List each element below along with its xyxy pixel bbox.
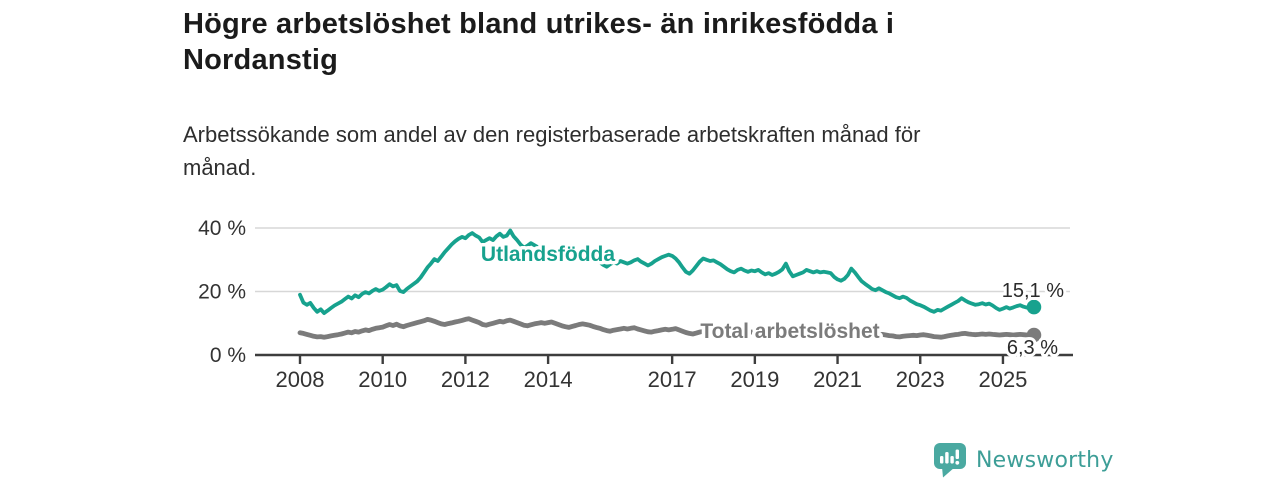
series-end-value-label: 6,3 % xyxy=(1007,337,1058,359)
x-axis-tick-label: 2017 xyxy=(648,367,697,392)
x-axis-tick-label: 2021 xyxy=(813,367,862,392)
series-end-dot xyxy=(1026,327,1042,343)
newsworthy-logo-icon xyxy=(934,443,966,478)
chart-subtitle: Arbetssökande som andel av den registerb… xyxy=(183,122,921,180)
chart-title: Högre arbetslöshet bland utrikes- än inr… xyxy=(183,8,895,76)
series-end-value-label: 15,1 % xyxy=(1002,280,1064,302)
y-axis-tick-label: 0 % xyxy=(210,344,246,367)
x-axis-tick-label: 2019 xyxy=(730,367,779,392)
series-end-dot xyxy=(1026,299,1042,315)
newsworthy-logo-text: Newsworthy xyxy=(976,447,1114,473)
x-axis-tick-label: 2023 xyxy=(896,367,945,392)
x-axis-tick-label: 2014 xyxy=(524,367,573,392)
x-axis-tick-label: 2010 xyxy=(358,367,407,392)
series-label-utlandsfodda: Utlandsfödda xyxy=(481,243,615,266)
y-axis-tick-label: 20 % xyxy=(198,281,246,304)
x-axis-tick-label: 2008 xyxy=(276,367,325,392)
x-axis-tick-label: 2012 xyxy=(441,367,490,392)
x-axis-tick-label: 2025 xyxy=(978,367,1027,392)
series-line-total-arbetsloshet xyxy=(297,316,1037,340)
series-line-utlandsfodda xyxy=(298,228,1036,315)
series-label-total-arbetsloshet: Total arbetslöshet xyxy=(700,320,879,343)
y-axis-tick-label: 40 % xyxy=(198,217,246,240)
newsworthy-logo: Newsworthy xyxy=(933,442,1114,478)
